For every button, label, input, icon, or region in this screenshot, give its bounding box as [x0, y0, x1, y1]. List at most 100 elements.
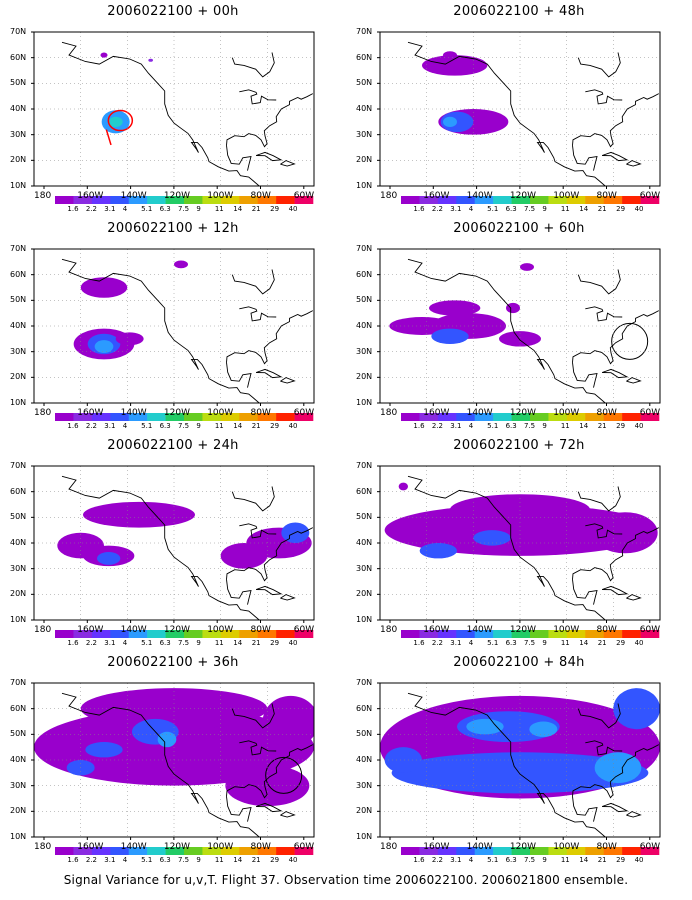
longitude-tick-label: 160W — [77, 842, 104, 852]
panel-title: 2006022100 + 24h — [107, 438, 239, 453]
panel-title: 2006022100 + 84h — [453, 655, 585, 670]
longitude-tick-label: 140W — [466, 191, 493, 201]
colorbar-swatch — [585, 196, 605, 204]
colorbar-swatch — [257, 413, 277, 421]
latitude-tick-label: 70N — [356, 678, 373, 687]
colorbar-swatch — [147, 630, 166, 638]
longitude-tick-label: 80W — [596, 625, 617, 635]
hispaniola-outline — [626, 377, 642, 384]
colorbar-swatch — [640, 630, 660, 638]
colorbar-tick-label: 40 — [634, 422, 644, 430]
colorbar-swatch — [294, 196, 314, 204]
latitude-tick-label: 70N — [10, 461, 27, 470]
latitude-tick-label: 60N — [10, 52, 27, 62]
longitude-tick-label: 180 — [34, 191, 52, 201]
coastline-hudson-bay — [231, 52, 275, 78]
colorbar-swatch — [110, 196, 130, 204]
colorbar-tick-label: 29 — [270, 856, 280, 864]
colorbar-swatch — [110, 413, 130, 421]
colorbar-swatch — [603, 413, 623, 421]
colorbar-swatch — [202, 847, 222, 855]
colorbar-swatch — [110, 847, 130, 855]
colorbar-tick-label: 29 — [616, 422, 626, 430]
colorbar-tick-label: 6.3 — [505, 856, 517, 864]
colorbar-tick-label: 5.1 — [487, 639, 499, 647]
colorbar-swatch — [294, 630, 314, 638]
colorbar-swatch — [566, 630, 586, 638]
colorbar-tick-label: 4 — [122, 856, 128, 864]
colorbar-tick-label: 40 — [288, 856, 298, 864]
colorbar-tick-label: 1.6 — [67, 205, 79, 213]
colorbar-swatch — [622, 847, 641, 855]
colorbar-swatch — [530, 630, 549, 638]
colorbar-tick-label: 11 — [560, 205, 570, 213]
longitude-tick-label: 140W — [120, 191, 147, 201]
variance-shading — [443, 116, 457, 127]
colorbar-tick-label: 6.3 — [159, 205, 171, 213]
variance-shading — [174, 260, 188, 269]
variance-shading — [499, 331, 541, 347]
latitude-tick-label: 30N — [356, 780, 373, 790]
great-lakes-outline — [585, 89, 623, 105]
colorbar-swatch — [530, 847, 549, 855]
longitude-tick-label: 80W — [596, 408, 617, 418]
colorbar-tick-label: 14 — [233, 639, 243, 647]
colorbar-swatch — [110, 630, 130, 638]
variance-shading — [520, 263, 534, 271]
colorbar-tick-label: 7.5 — [524, 639, 536, 647]
forecast-map-panel: 2006022100 + 60h 70N 60N 50N 40N 30N 20N 10N 180… — [346, 217, 692, 442]
colorbar-swatch — [165, 847, 185, 855]
colorbar-swatch — [437, 630, 457, 638]
latitude-tick-label: 30N — [356, 563, 373, 573]
longitude-tick-label: 180 — [34, 842, 52, 852]
colorbar-tick-label: 29 — [616, 856, 626, 864]
colorbar-swatch — [493, 847, 512, 855]
colorbar-swatch — [165, 196, 185, 204]
variance-shading — [97, 551, 121, 565]
variance-shading — [80, 277, 128, 298]
coastline-west — [407, 692, 606, 837]
latitude-tick-label: 20N — [356, 155, 373, 165]
variance-shading — [594, 752, 642, 784]
latitude-tick-label: 20N — [356, 589, 373, 599]
variance-shading — [148, 58, 154, 62]
colorbar-tick-label: 14 — [579, 422, 589, 430]
variance-shading — [262, 695, 314, 748]
coastline-hudson-bay — [577, 52, 621, 78]
colorbar-swatch — [165, 413, 185, 421]
colorbar-swatch — [474, 196, 494, 204]
colorbar-swatch — [456, 847, 476, 855]
latitude-tick-label: 30N — [356, 346, 373, 356]
variance-shading — [391, 752, 649, 794]
coastline-east — [226, 93, 314, 148]
colorbar-swatch — [128, 196, 148, 204]
longitude-tick-label: 60W — [639, 408, 661, 418]
colorbar-tick-label: 14 — [579, 205, 589, 213]
colorbar-tick-label: 5.1 — [487, 422, 499, 430]
longitude-tick-label: 120W — [163, 842, 190, 852]
longitude-tick-label: 180 — [380, 408, 398, 418]
variance-shading — [94, 340, 114, 353]
longitude-tick-label: 160W — [77, 625, 104, 635]
colorbar-swatch — [128, 413, 148, 421]
colorbar-tick-label: 21 — [597, 639, 607, 647]
variance-shading — [85, 742, 123, 758]
longitude-tick-label: 140W — [466, 842, 493, 852]
colorbar-tick-label: 9 — [196, 205, 201, 213]
colorbar-swatch — [401, 196, 420, 204]
latitude-tick-label: 10N — [356, 615, 373, 624]
colorbar-tick-label: 1.6 — [413, 856, 425, 864]
latitude-tick-label: 40N — [10, 104, 27, 113]
coastline-west — [61, 692, 260, 837]
colorbar-swatch — [456, 196, 476, 204]
variance-shading — [157, 731, 177, 748]
colorbar-swatch — [239, 196, 259, 204]
colorbar-tick-label: 40 — [634, 856, 644, 864]
longitude-tick-label: 160W — [423, 191, 450, 201]
latitude-tick-label: 30N — [10, 563, 27, 573]
forecast-map-panel: 2006022100 + 00h 70N 60N 50N 40N 30N 20N 10N 180… — [0, 0, 346, 225]
longitude-tick-label: 100W — [553, 191, 580, 201]
colorbar-tick-label: 7.5 — [524, 205, 536, 213]
colorbar-swatch — [55, 630, 74, 638]
longitude-tick-label: 160W — [423, 625, 450, 635]
